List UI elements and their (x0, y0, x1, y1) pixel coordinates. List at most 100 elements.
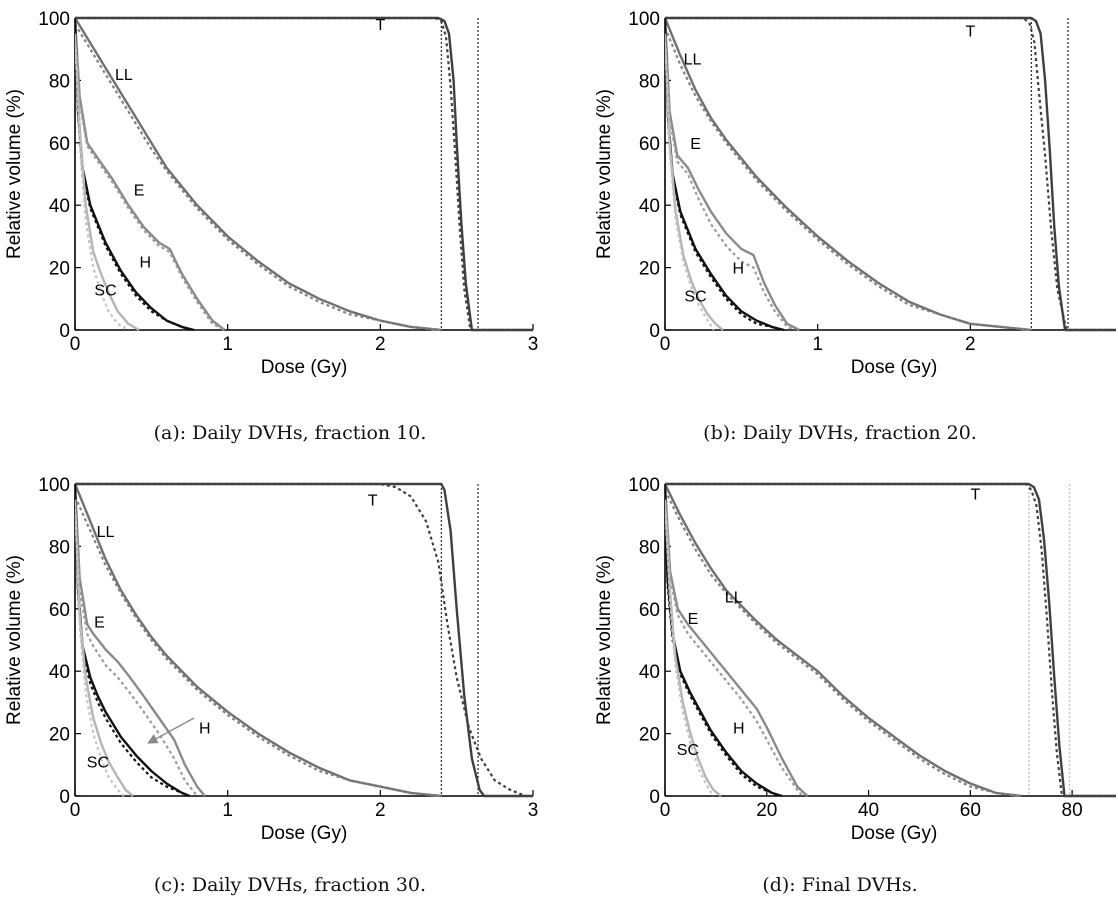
annotation-label-t: T (965, 23, 975, 40)
y-tick-label: 0 (59, 787, 70, 808)
x-tick-label: 1 (222, 800, 233, 821)
annotation-label-e: E (94, 614, 105, 631)
y-tick-label: 20 (639, 259, 660, 280)
y-tick-label: 60 (49, 134, 70, 155)
series-line-ll-dotted (665, 489, 1022, 798)
series-line-ll-dotted (75, 23, 442, 332)
annotation-label-ll: LL (115, 67, 133, 84)
annotation-label-sc: SC (94, 282, 116, 299)
series-line-t-dotted (75, 482, 533, 798)
annotation-label-e: E (690, 136, 701, 153)
annotation-label-h: H (732, 261, 744, 278)
annotation-label-ll: LL (97, 524, 115, 541)
y-tick-label: 20 (49, 725, 70, 746)
annotation-label-e: E (134, 183, 145, 200)
x-tick-label: 0 (70, 334, 81, 355)
plot-area (665, 482, 1116, 798)
y-tick-label: 80 (639, 71, 660, 92)
x-tick-label: 0 (660, 334, 671, 355)
x-tick-label: 3 (528, 334, 539, 355)
y-tick-label: 100 (628, 475, 660, 496)
y-tick-label: 60 (639, 134, 660, 155)
annotation-arrow (147, 717, 195, 744)
series-line-t-dotted (75, 16, 533, 332)
y-tick-label: 100 (628, 9, 660, 30)
y-axis-label: Relative volume (%) (4, 555, 25, 725)
series-line-t-solid (665, 16, 1116, 332)
y-tick-label: 100 (38, 9, 70, 30)
x-tick-label: 0 (70, 800, 81, 821)
caption-b: (b): Daily DVHs, fraction 20. (703, 422, 977, 444)
y-tick-label: 20 (49, 259, 70, 280)
annotation-label-h: H (199, 720, 211, 737)
series-line-t-solid (75, 482, 533, 798)
plot-area (75, 482, 533, 798)
x-tick-label: 2 (965, 334, 976, 355)
y-axis-label: Relative volume (%) (594, 89, 615, 259)
series-line-e-solid (75, 483, 206, 797)
series-line-h-dotted (75, 490, 190, 798)
series-line-ll-dotted (665, 26, 1032, 332)
annotation-label-t: T (368, 493, 378, 510)
caption-a: (a): Daily DVHs, fraction 10. (153, 422, 427, 444)
series-line-h-solid (75, 483, 190, 798)
series-line-t-solid (665, 482, 1116, 798)
series-line-sc-dotted (665, 36, 715, 331)
x-tick-label: 1 (812, 334, 823, 355)
chart-panel-d: 0 20 40 60 80 100 0 20 40 60 80 Dose (Gy) Relative v… (594, 475, 1116, 844)
series-line-ll-solid (665, 17, 1032, 332)
x-tick-label: 2 (375, 800, 386, 821)
x-tick-label: 40 (858, 800, 879, 821)
x-tick-label: 2 (375, 334, 386, 355)
series-line-t-dotted (665, 16, 1116, 332)
series-line-e-solid (665, 17, 800, 332)
series-line-sc-dotted (665, 502, 715, 797)
annotation-label-t: T (971, 486, 981, 503)
y-tick-label: 60 (49, 600, 70, 621)
series-line-ll-dotted (75, 496, 442, 798)
series-line-sc-dotted (75, 502, 125, 797)
x-axis-label: Dose (Gy) (261, 823, 348, 844)
x-tick-label: 60 (960, 800, 981, 821)
annotation-label-h: H (139, 254, 151, 271)
series-line-e-dotted (75, 21, 226, 331)
y-tick-label: 40 (639, 196, 660, 217)
annotation-label-sc: SC (684, 289, 706, 306)
y-tick-label: 40 (49, 662, 70, 683)
caption-c: (c): Daily DVHs, fraction 30. (153, 874, 427, 896)
y-tick-label: 80 (639, 537, 660, 558)
y-tick-label: 60 (639, 600, 660, 621)
y-tick-label: 80 (49, 537, 70, 558)
x-axis-label: Dose (Gy) (851, 823, 938, 844)
series-line-h-solid (75, 17, 195, 332)
series-line-e-dotted (665, 24, 796, 332)
annotation-label-sc: SC (87, 755, 109, 772)
x-tick-label: 0 (660, 800, 671, 821)
caption-d: (d): Final DVHs. (762, 874, 918, 896)
x-tick-label: 20 (756, 800, 777, 821)
x-tick-label: 1 (222, 334, 233, 355)
y-tick-label: 20 (639, 725, 660, 746)
y-tick-label: 80 (49, 71, 70, 92)
series-line-ll-solid (665, 483, 1022, 798)
series-line-e-dotted (75, 490, 198, 797)
annotation-label-sc: SC (677, 742, 699, 759)
annotation-label-ll: LL (725, 589, 743, 606)
annotation-label-h: H (733, 720, 745, 737)
y-tick-label: 0 (649, 787, 660, 808)
series-line-t-dotted (665, 482, 1116, 798)
y-tick-label: 0 (649, 321, 660, 342)
series-line-sc-solid (665, 33, 724, 331)
series-line-e-solid (665, 483, 809, 797)
x-axis-label: Dose (Gy) (851, 357, 938, 378)
y-tick-label: 100 (38, 475, 70, 496)
series-line-h-dotted (665, 24, 780, 332)
y-tick-label: 40 (639, 662, 660, 683)
chart-panel-b: 0 20 40 60 80 100 0 1 2 Dose (Gy) Relative volume … (594, 9, 1116, 378)
y-axis-label: Relative volume (%) (4, 89, 25, 259)
annotation-label-e: E (688, 611, 699, 628)
y-axis-label: Relative volume (%) (594, 555, 615, 725)
series-line-t-solid (75, 16, 533, 332)
annotation-label-t: T (375, 17, 385, 34)
